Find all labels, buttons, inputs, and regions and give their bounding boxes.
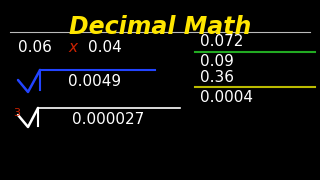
Text: 0.04: 0.04: [88, 40, 122, 55]
Text: x: x: [68, 40, 77, 55]
Text: 0.0004: 0.0004: [200, 89, 253, 105]
Text: Decimal Math: Decimal Math: [69, 15, 251, 39]
Text: 3: 3: [13, 108, 20, 118]
Text: 0.36: 0.36: [200, 69, 234, 84]
Text: 0.072: 0.072: [200, 35, 244, 50]
Text: 0.000027: 0.000027: [72, 112, 144, 127]
Text: 0.06: 0.06: [18, 40, 52, 55]
Text: 0.0049: 0.0049: [68, 75, 122, 89]
Text: 0.09: 0.09: [200, 55, 234, 69]
